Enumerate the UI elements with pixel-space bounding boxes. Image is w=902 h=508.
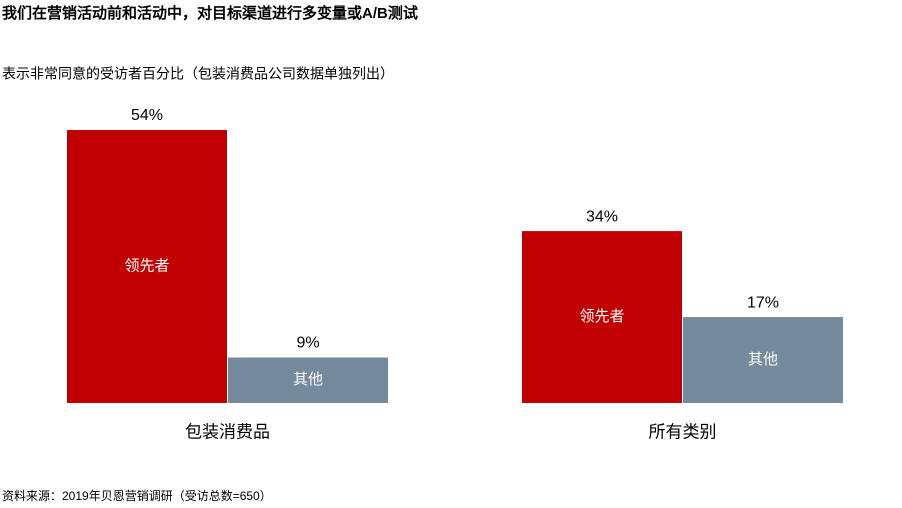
bar [522,231,682,403]
value-label: 54% [131,107,163,124]
value-label: 17% [747,294,779,311]
x-tick-label: 包装消费品 [185,422,270,441]
chart-subtitle: 表示非常同意的受访者百分比（包装消费品公司数据单独列出） [2,66,394,82]
bar [683,317,843,403]
bar [67,130,227,403]
bar-series-label: 领先者 [124,257,169,274]
source-note: 资料来源：2019年贝恩营销调研（受访总数=650） [2,488,272,503]
chart-title: 我们在营销活动前和活动中，对目标渠道进行多变量或A/B测试 [2,4,418,22]
bar-series-label: 领先者 [579,308,624,325]
x-tick-label: 所有类别 [649,422,717,441]
bar-series-label: 其他 [748,351,778,368]
bar-series-label: 其他 [293,371,323,388]
bar [228,357,388,403]
value-label: 34% [586,208,618,225]
value-label: 9% [296,335,319,352]
